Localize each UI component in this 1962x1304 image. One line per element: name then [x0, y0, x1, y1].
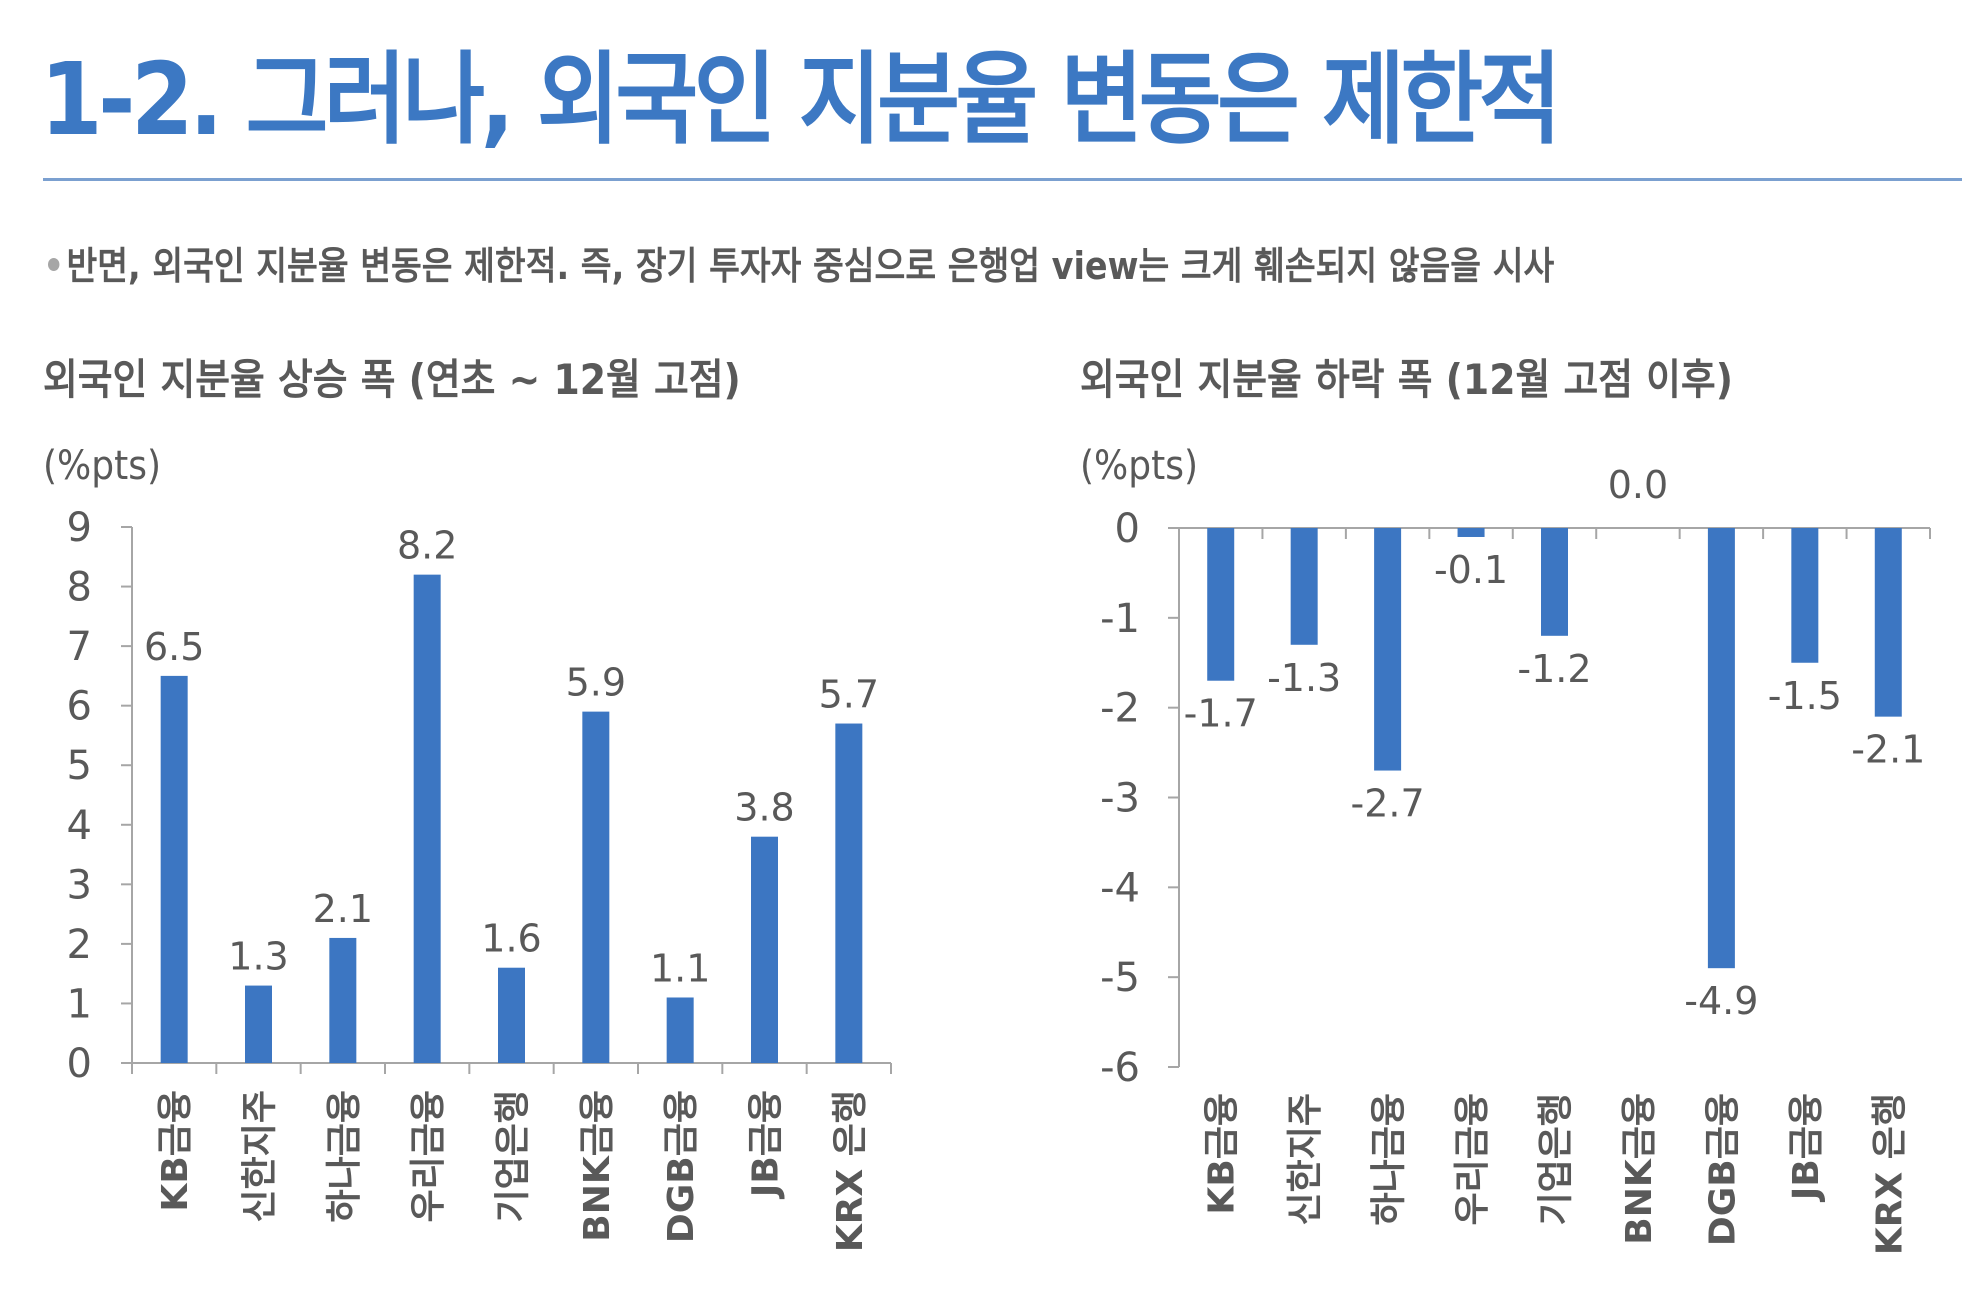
right-y-tick-label: -3 [1100, 776, 1140, 822]
left-bar [245, 985, 272, 1063]
right-bar [1541, 528, 1568, 636]
left-y-tick-label: 0 [67, 1041, 92, 1087]
right-category-label: 하나금융 [1369, 1093, 1410, 1225]
left-data-label: 2.1 [313, 887, 373, 931]
left-bar [413, 574, 441, 1063]
left-bar [160, 675, 188, 1063]
right-bar [1791, 528, 1819, 663]
left-data-label: 6.5 [144, 625, 204, 669]
right-data-label: -2.7 [1351, 782, 1425, 826]
right-data-label: -0.1 [1434, 548, 1508, 592]
left-data-label: 1.1 [650, 946, 710, 990]
left-category-label: 기업은행 [493, 1090, 534, 1222]
left-bar [835, 723, 863, 1063]
left-y-tick-label: 1 [67, 981, 92, 1027]
summary-text: 반면, 외국인 지분율 변동은 제한적. 즉, 장기 투자자 중심으로 은행업 … [66, 244, 1555, 288]
left-data-label: 1.3 [228, 935, 288, 979]
right-category-label: 우리금융 [1452, 1093, 1493, 1225]
right-category-label: 신한지주 [1285, 1093, 1326, 1225]
left-y-tick-label: 5 [67, 743, 92, 789]
page-title: 1-2. 그러나, 외국인 지분율 변동은 제한적 [40, 41, 1562, 158]
right-data-label: -1.2 [1517, 647, 1591, 691]
left-category-label: KRX 은행 [830, 1090, 871, 1252]
right-bar [1874, 528, 1902, 717]
left-bar [498, 967, 525, 1063]
right-chart-title: 외국인 지분율 하락 폭 (12월 고점 이후) [1080, 355, 1733, 404]
right-category-label: DGB금융 [1702, 1093, 1743, 1246]
right-category-label: KB금융 [1202, 1093, 1243, 1215]
right-bar [1290, 528, 1318, 645]
right-data-label: -1.5 [1768, 674, 1842, 718]
right-y-tick-label: -4 [1100, 865, 1140, 911]
left-y-tick-label: 9 [67, 505, 92, 551]
left-y-tick-label: 2 [67, 922, 92, 968]
right-data-label: 0.0 [1608, 463, 1668, 507]
right-bar [1207, 528, 1235, 681]
right-bar [1374, 528, 1402, 771]
left-data-label: 5.9 [566, 661, 626, 705]
left-bar [751, 836, 778, 1063]
right-data-label: -1.3 [1267, 656, 1341, 700]
title-divider [43, 178, 1962, 181]
left-bar [666, 997, 694, 1063]
right-y-tick-label: 0 [1115, 506, 1140, 552]
left-category-label: DGB금융 [661, 1090, 702, 1243]
left-data-label: 3.8 [734, 786, 794, 830]
left-chart-unit-label: (%pts) [43, 443, 162, 489]
right-y-tick-label: -6 [1100, 1045, 1140, 1091]
left-bar [329, 937, 357, 1063]
right-y-tick-label: -2 [1100, 686, 1140, 732]
right-y-tick-label: -5 [1100, 955, 1140, 1001]
left-y-tick-label: 7 [67, 624, 92, 670]
left-category-label: 하나금융 [324, 1090, 365, 1222]
left-y-tick-label: 3 [67, 862, 92, 908]
right-chart-unit-label: (%pts) [1080, 443, 1199, 489]
right-category-label: 기업은행 [1536, 1093, 1577, 1225]
left-category-label: 우리금융 [408, 1090, 449, 1222]
bullet-icon [48, 258, 60, 271]
left-y-tick-label: 4 [67, 803, 92, 849]
right-category-label: JB금융 [1786, 1093, 1827, 1203]
left-y-tick-label: 8 [67, 565, 92, 611]
left-chart-title: 외국인 지분율 상승 폭 (연초 ~ 12월 고점) [43, 355, 741, 404]
left-category-label: KB금융 [155, 1090, 196, 1212]
left-category-label: BNK금융 [577, 1090, 618, 1242]
right-bar [1707, 528, 1735, 969]
right-category-label: KRX 은행 [1869, 1093, 1910, 1255]
right-data-label: -1.7 [1184, 692, 1258, 736]
left-bar [582, 711, 610, 1063]
left-category-label: 신한지주 [240, 1090, 281, 1222]
left-y-tick-label: 6 [67, 684, 92, 730]
left-category-label: JB금융 [746, 1090, 787, 1200]
right-data-label: -2.1 [1851, 728, 1925, 772]
summary-bullet: 반면, 외국인 지분율 변동은 제한적. 즉, 장기 투자자 중심으로 은행업 … [48, 240, 1554, 292]
left-data-label: 8.2 [397, 524, 457, 568]
right-data-label: -4.9 [1684, 979, 1758, 1023]
right-category-label: BNK금융 [1619, 1093, 1660, 1245]
right-y-tick-label: -1 [1100, 596, 1140, 642]
left-data-label: 1.6 [481, 917, 541, 961]
right-bar [1457, 528, 1485, 537]
left-data-label: 5.7 [819, 673, 879, 717]
